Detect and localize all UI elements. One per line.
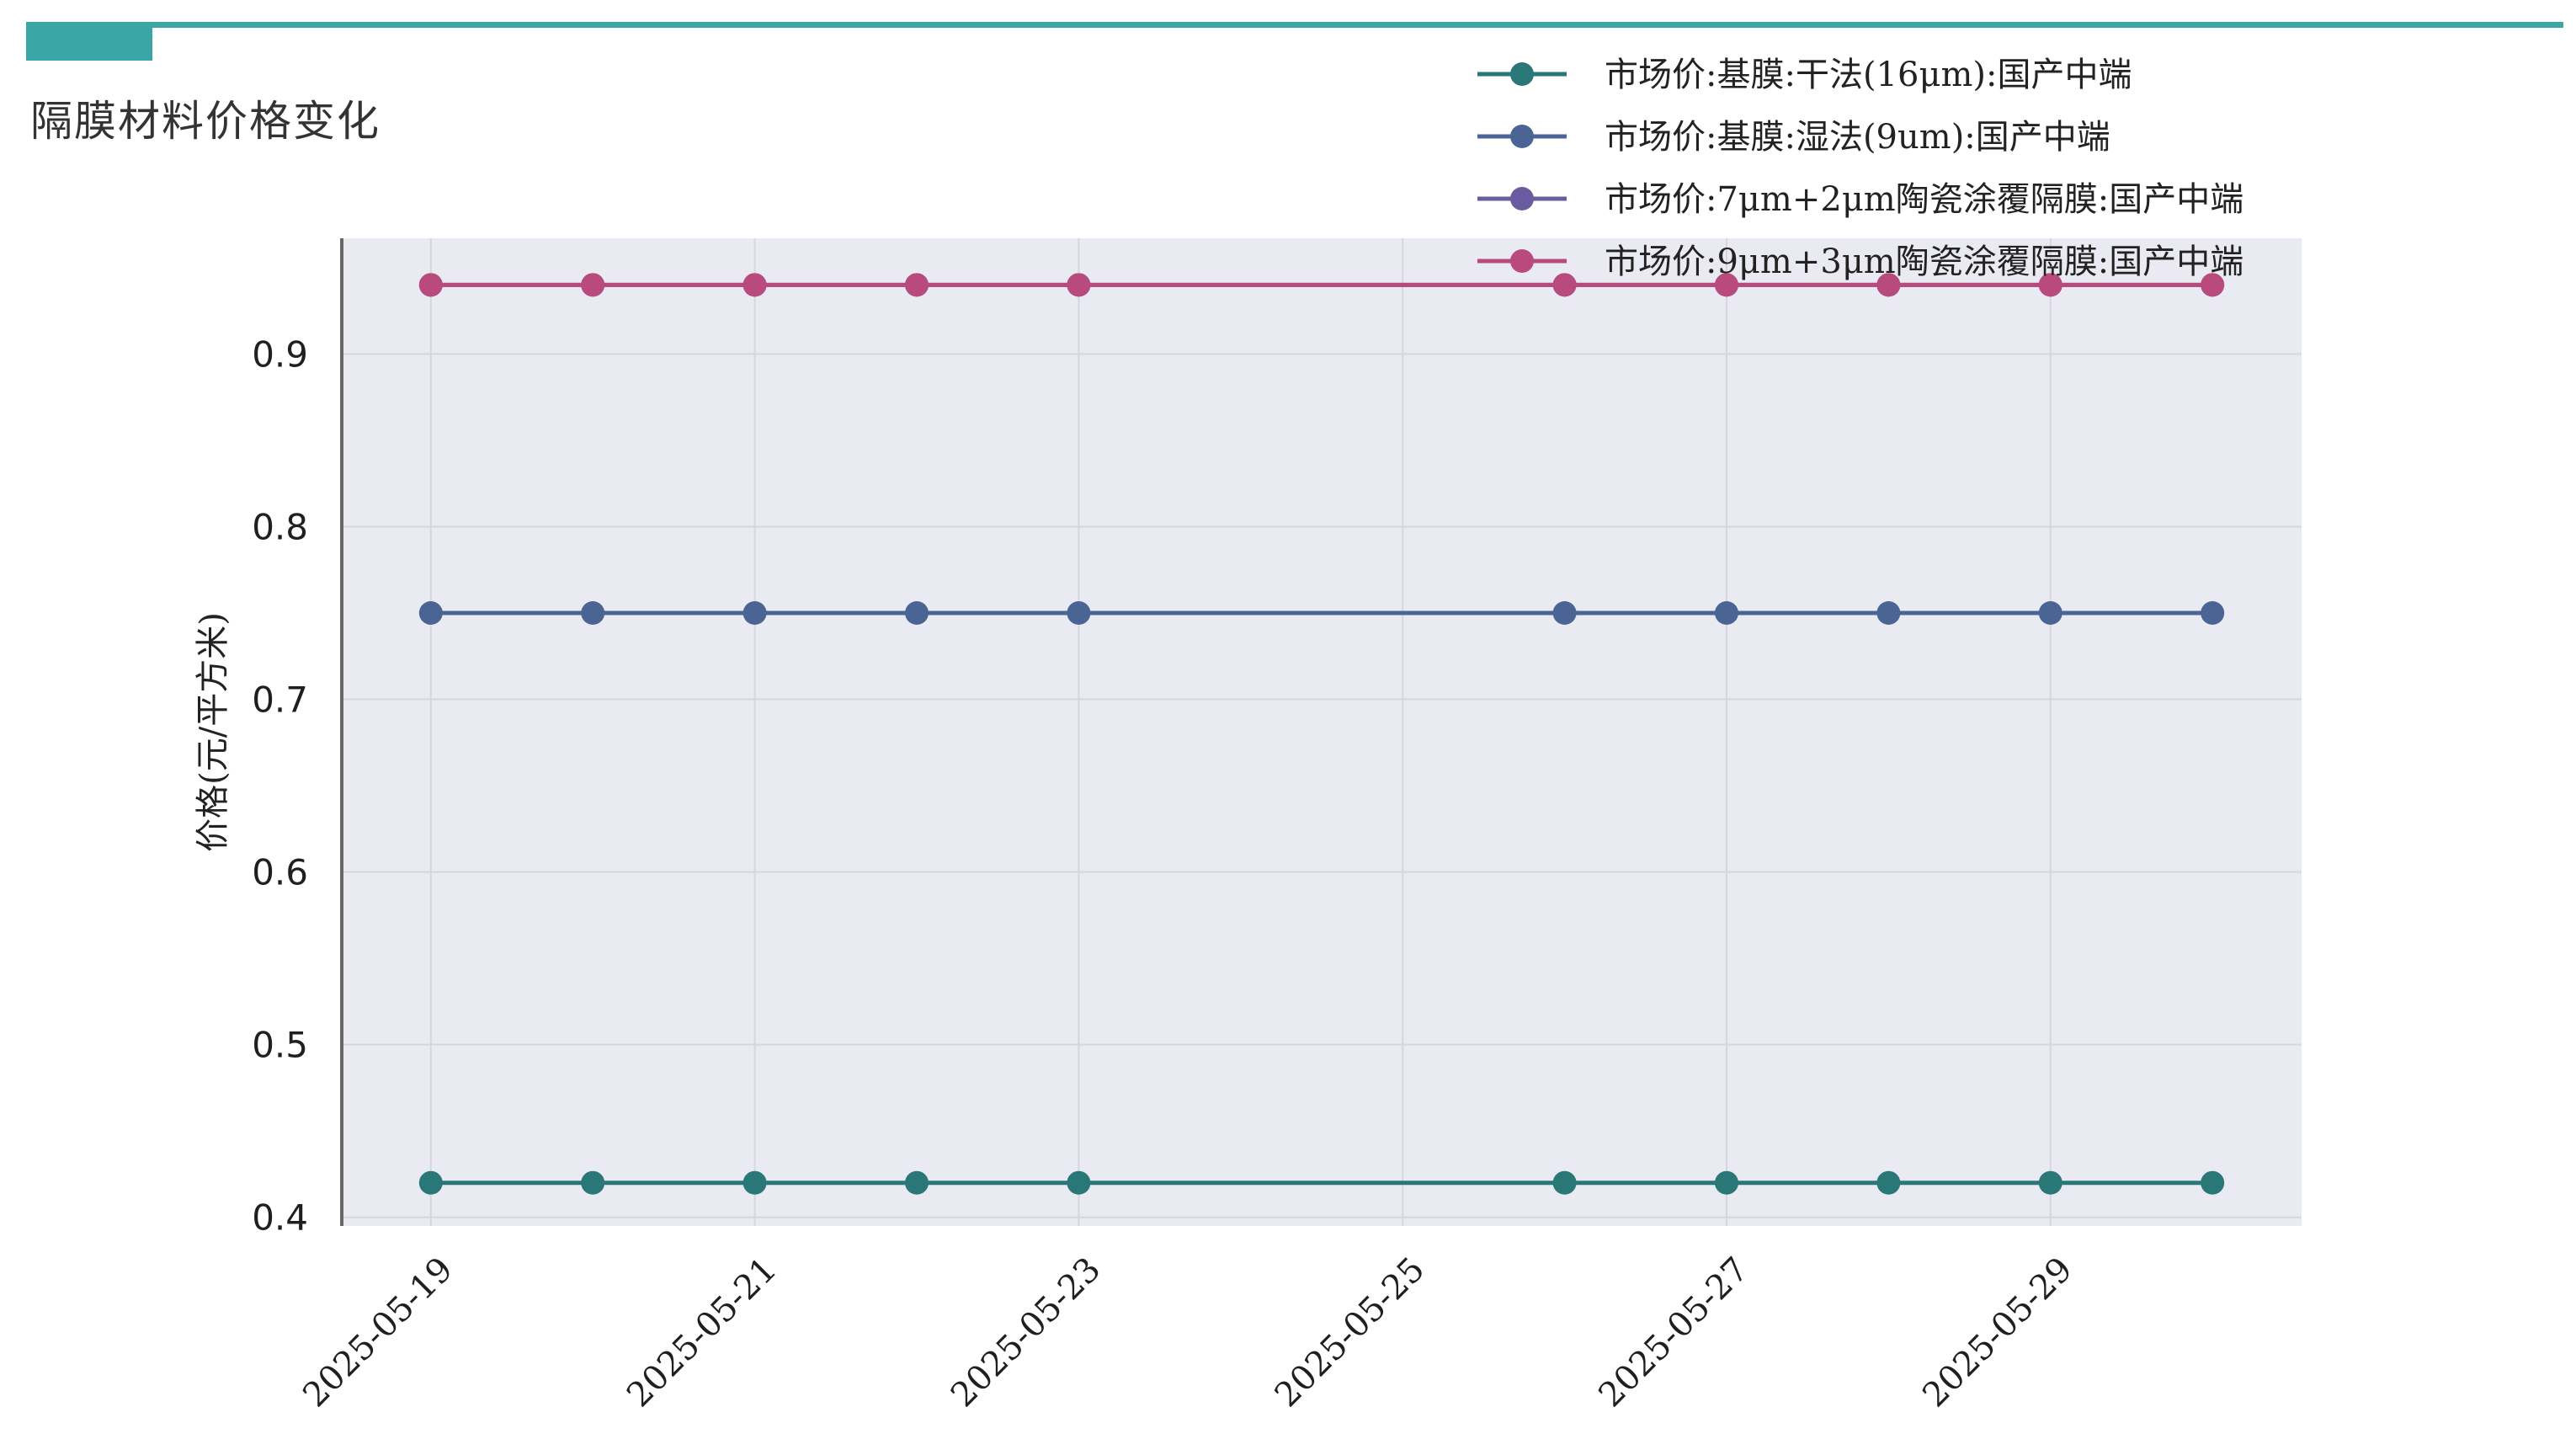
data-point <box>742 601 767 626</box>
data-point <box>1552 1170 1577 1195</box>
x-tick-label: 2025-05-21 <box>620 1250 785 1415</box>
legend-item: 市场价:9μm+3μm陶瓷涂覆隔膜:国产中端 <box>1477 242 2243 281</box>
chart-title: 隔膜材料价格变化 <box>30 97 381 146</box>
series-1 <box>418 1170 2225 1195</box>
data-point <box>2038 601 2062 626</box>
data-point <box>1876 601 1901 626</box>
data-point <box>581 601 605 626</box>
y-tick-label: 0.8 <box>252 506 308 547</box>
data-point <box>742 1170 767 1195</box>
data-point <box>1067 273 1091 297</box>
series-layer <box>418 273 2225 1195</box>
legend-marker <box>1510 62 1534 86</box>
top-accent-tab <box>26 22 152 61</box>
data-point <box>1552 273 1577 297</box>
legend: 市场价:基膜:干法(16μm):国产中端市场价:基膜:湿法(9um):国产中端市… <box>1477 56 2243 281</box>
data-point <box>2038 1170 2062 1195</box>
y-tick-label: 0.7 <box>252 680 308 721</box>
x-tick-label: 2025-05-27 <box>1591 1250 1756 1415</box>
data-point <box>2201 1170 2225 1195</box>
legend-label: 市场价:9μm+3μm陶瓷涂覆隔膜:国产中端 <box>1605 242 2243 281</box>
y-tick-label: 0.4 <box>252 1197 308 1239</box>
legend-marker <box>1510 187 1534 211</box>
y-tick-labels: 0.4 0.5 0.6 0.7 0.8 0.9 <box>252 333 308 1238</box>
data-point <box>1714 273 1738 297</box>
data-point <box>1714 601 1738 626</box>
y-tick-label: 0.9 <box>252 333 308 375</box>
data-point <box>581 273 605 297</box>
y-axis-label: 价格(元/平方米) <box>194 612 232 852</box>
legend-label: 市场价:7μm+2μm陶瓷涂覆隔膜:国产中端 <box>1605 180 2243 219</box>
legend-label: 市场价:基膜:干法(16μm):国产中端 <box>1605 56 2132 94</box>
data-point <box>2201 273 2225 297</box>
legend-marker <box>1510 249 1534 273</box>
series-4 <box>418 273 2225 297</box>
legend-label: 市场价:基膜:湿法(9um):国产中端 <box>1605 118 2110 157</box>
x-tick-label: 2025-05-25 <box>1268 1250 1433 1415</box>
data-point <box>1067 601 1091 626</box>
legend-item: 市场价:7μm+2μm陶瓷涂覆隔膜:国产中端 <box>1477 180 2243 219</box>
data-point <box>2038 273 2062 297</box>
data-point <box>742 273 767 297</box>
plot-area <box>342 238 2302 1226</box>
x-tick-label: 2025-05-29 <box>1915 1250 2080 1415</box>
data-point <box>905 273 929 297</box>
data-point <box>1876 1170 1901 1195</box>
legend-marker <box>1510 125 1534 148</box>
series-2 <box>418 601 2225 626</box>
data-point <box>1876 273 1901 297</box>
x-tick-label: 2025-05-23 <box>944 1250 1109 1415</box>
data-point <box>2201 601 2225 626</box>
data-point <box>905 601 929 626</box>
data-point <box>581 1170 605 1195</box>
data-point <box>418 273 443 297</box>
data-point <box>1067 1170 1091 1195</box>
y-tick-label: 0.5 <box>252 1025 308 1066</box>
y-tick-label: 0.6 <box>252 852 308 893</box>
x-tick-labels: 2025-05-19 2025-05-21 2025-05-23 2025-05-25… <box>295 1250 2080 1415</box>
legend-item: 市场价:基膜:干法(16μm):国产中端 <box>1477 56 2132 94</box>
data-point <box>418 1170 443 1195</box>
data-point <box>1552 601 1577 626</box>
top-accent-rule <box>26 22 2563 28</box>
data-point <box>905 1170 929 1195</box>
x-tick-label: 2025-05-19 <box>295 1250 460 1415</box>
data-point <box>1714 1170 1738 1195</box>
legend-item: 市场价:基膜:湿法(9um):国产中端 <box>1477 118 2110 157</box>
data-point <box>418 601 443 626</box>
grid-lines <box>342 238 2302 1226</box>
